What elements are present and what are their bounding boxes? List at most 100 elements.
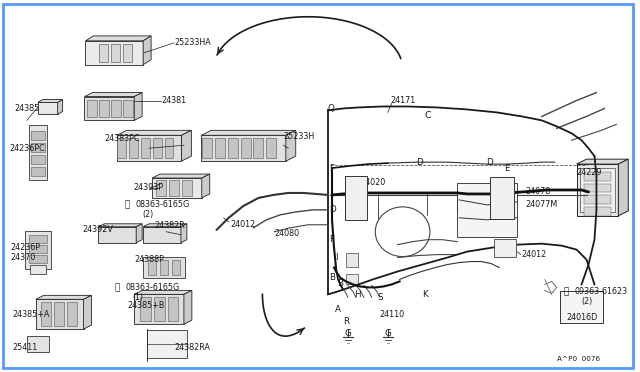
Text: E: E bbox=[504, 164, 509, 173]
Polygon shape bbox=[143, 224, 187, 227]
FancyBboxPatch shape bbox=[584, 207, 611, 217]
Text: A^P0  0076: A^P0 0076 bbox=[557, 356, 600, 362]
Text: E: E bbox=[504, 207, 509, 217]
Text: Ⓢ: Ⓢ bbox=[125, 201, 130, 209]
FancyBboxPatch shape bbox=[182, 180, 192, 196]
FancyBboxPatch shape bbox=[140, 297, 150, 321]
Text: 24012: 24012 bbox=[521, 250, 546, 259]
FancyBboxPatch shape bbox=[152, 138, 161, 158]
Text: Ⓢ: Ⓢ bbox=[115, 283, 120, 292]
Text: S: S bbox=[377, 293, 383, 302]
Polygon shape bbox=[134, 291, 192, 294]
Text: 24020: 24020 bbox=[361, 177, 386, 186]
Text: D: D bbox=[416, 158, 423, 167]
FancyBboxPatch shape bbox=[266, 138, 276, 158]
Text: 25233H: 25233H bbox=[284, 132, 315, 141]
FancyBboxPatch shape bbox=[111, 44, 120, 62]
Text: H: H bbox=[355, 290, 361, 299]
Polygon shape bbox=[202, 130, 296, 135]
Polygon shape bbox=[84, 96, 134, 121]
Text: Q: Q bbox=[328, 104, 335, 113]
Text: A: A bbox=[335, 305, 341, 314]
FancyBboxPatch shape bbox=[99, 44, 108, 62]
Polygon shape bbox=[181, 224, 187, 243]
FancyBboxPatch shape bbox=[346, 275, 358, 285]
FancyBboxPatch shape bbox=[490, 177, 515, 219]
Text: 25233HA: 25233HA bbox=[174, 38, 211, 47]
Text: I: I bbox=[335, 253, 337, 262]
Text: 09363-61623: 09363-61623 bbox=[575, 287, 628, 296]
Text: (2): (2) bbox=[142, 210, 154, 219]
Text: 24370: 24370 bbox=[10, 253, 35, 262]
Text: 24110: 24110 bbox=[380, 310, 405, 319]
FancyBboxPatch shape bbox=[492, 198, 512, 206]
FancyBboxPatch shape bbox=[54, 302, 63, 326]
Text: 24012: 24012 bbox=[230, 220, 256, 229]
Polygon shape bbox=[38, 100, 63, 103]
Polygon shape bbox=[202, 174, 210, 198]
FancyBboxPatch shape bbox=[457, 183, 517, 237]
Polygon shape bbox=[86, 41, 143, 65]
Text: 24236P: 24236P bbox=[10, 243, 40, 252]
FancyBboxPatch shape bbox=[31, 143, 45, 152]
Text: 24229: 24229 bbox=[577, 167, 602, 177]
Polygon shape bbox=[134, 93, 142, 121]
Text: B: B bbox=[329, 273, 335, 282]
Text: (1): (1) bbox=[132, 293, 143, 302]
Polygon shape bbox=[38, 103, 58, 115]
Polygon shape bbox=[152, 174, 210, 178]
Text: 08363-6165G: 08363-6165G bbox=[135, 201, 189, 209]
FancyBboxPatch shape bbox=[172, 260, 180, 276]
FancyBboxPatch shape bbox=[492, 209, 512, 218]
FancyBboxPatch shape bbox=[168, 297, 179, 321]
FancyBboxPatch shape bbox=[88, 100, 97, 118]
Polygon shape bbox=[202, 135, 286, 161]
FancyBboxPatch shape bbox=[31, 131, 45, 140]
Text: R: R bbox=[343, 317, 349, 326]
Polygon shape bbox=[152, 178, 202, 198]
Polygon shape bbox=[99, 224, 142, 227]
Text: 24382R: 24382R bbox=[154, 221, 185, 230]
Text: 24393P: 24393P bbox=[133, 183, 163, 192]
FancyBboxPatch shape bbox=[99, 100, 109, 118]
Text: 24077M: 24077M bbox=[525, 201, 557, 209]
Text: G: G bbox=[344, 328, 351, 338]
FancyBboxPatch shape bbox=[148, 260, 156, 276]
Polygon shape bbox=[84, 93, 142, 96]
Text: 24385+B: 24385+B bbox=[127, 301, 164, 310]
Text: 24382RA: 24382RA bbox=[174, 343, 210, 352]
Text: 24236PC: 24236PC bbox=[9, 144, 45, 153]
FancyBboxPatch shape bbox=[30, 264, 45, 275]
Polygon shape bbox=[181, 130, 191, 161]
FancyBboxPatch shape bbox=[29, 254, 47, 263]
FancyBboxPatch shape bbox=[143, 257, 185, 279]
Text: D: D bbox=[486, 158, 492, 167]
Polygon shape bbox=[36, 295, 92, 299]
Polygon shape bbox=[117, 135, 181, 161]
Text: C: C bbox=[424, 111, 431, 120]
FancyBboxPatch shape bbox=[156, 180, 166, 196]
FancyBboxPatch shape bbox=[124, 100, 133, 118]
Text: Ⓢ: Ⓢ bbox=[564, 287, 569, 296]
FancyBboxPatch shape bbox=[345, 176, 367, 220]
Text: 24080: 24080 bbox=[275, 229, 300, 238]
Polygon shape bbox=[184, 291, 192, 324]
Text: 24078: 24078 bbox=[525, 187, 550, 196]
Text: 24392V: 24392V bbox=[83, 225, 113, 234]
FancyBboxPatch shape bbox=[346, 253, 358, 266]
FancyBboxPatch shape bbox=[584, 171, 611, 180]
FancyBboxPatch shape bbox=[41, 302, 51, 326]
Polygon shape bbox=[117, 130, 191, 135]
FancyBboxPatch shape bbox=[25, 231, 51, 269]
Polygon shape bbox=[83, 295, 92, 329]
FancyBboxPatch shape bbox=[584, 195, 611, 204]
Polygon shape bbox=[577, 164, 618, 216]
FancyBboxPatch shape bbox=[29, 125, 47, 180]
FancyBboxPatch shape bbox=[27, 336, 49, 352]
Text: (2): (2) bbox=[582, 297, 593, 306]
Polygon shape bbox=[134, 294, 184, 324]
Polygon shape bbox=[58, 100, 63, 115]
Text: 24385+A: 24385+A bbox=[12, 310, 49, 319]
Polygon shape bbox=[577, 159, 628, 164]
Text: 24385: 24385 bbox=[14, 104, 39, 113]
